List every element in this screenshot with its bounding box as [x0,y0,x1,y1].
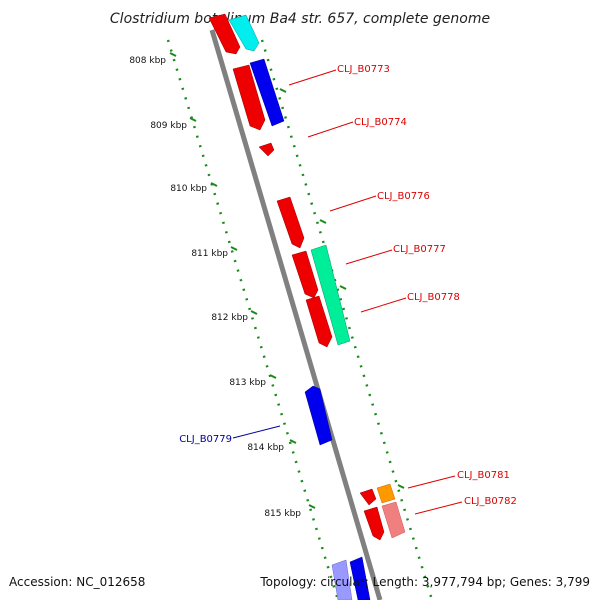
genome-backbone [209,29,383,600]
genes-forward-strand [228,14,406,600]
gene-label-clj-b0781[interactable]: CLJ_B0781 [457,470,510,481]
genome-summary-text: Topology: circular; Length: 3,977,794 bp… [259,575,590,589]
gene-label-clj-b0782[interactable]: CLJ_B0782 [464,496,517,507]
kbp-label: 809 kbp [150,121,187,131]
gene-arrow[interactable] [331,559,353,600]
gene-arrow[interactable] [232,64,266,131]
gene-label-clj-b0779[interactable]: CLJ_B0779 [179,434,232,445]
gene-arrow[interactable] [249,58,285,127]
gene-arrow[interactable] [349,556,371,600]
callout-lines [232,69,463,515]
genes-reverse-strand [208,13,385,541]
kbp-label: 808 kbp [129,56,166,66]
gene-label-clj-b0777[interactable]: CLJ_B0777 [393,244,446,255]
gene-label-clj-b0774[interactable]: CLJ_B0774 [354,117,407,128]
gene-arrow[interactable] [304,385,333,446]
gene-label-clj-b0773[interactable]: CLJ_B0773 [337,64,390,75]
kbp-label: 812 kbp [211,313,248,323]
map-title: Clostridium botulinum Ba4 str. 657, comp… [110,11,490,27]
gene-arrow[interactable] [208,13,241,55]
kbp-label: 811 kbp [191,249,228,259]
gene-arrow[interactable] [291,250,319,299]
gene-arrow[interactable] [363,506,385,541]
gene-arrow[interactable] [276,196,305,249]
gene-arrow[interactable] [305,295,333,348]
gene-arrow[interactable] [381,501,406,539]
kbp-label: 813 kbp [229,378,266,388]
kbp-label: 815 kbp [264,509,301,519]
accession-text: Accession: NC_012658 [9,575,145,589]
gene-label-clj-b0776[interactable]: CLJ_B0776 [377,191,430,202]
gene-arrow[interactable] [359,488,377,506]
gene-arrow[interactable] [228,14,260,52]
kbp-label: 814 kbp [247,443,284,453]
gene-arrow[interactable] [310,244,351,346]
gene-label-clj-b0778[interactable]: CLJ_B0778 [407,292,460,303]
gene-arrow[interactable] [376,483,396,504]
inner-major-ticks [169,52,316,509]
kbp-label: 810 kbp [170,184,207,194]
outer-major-ticks [279,88,405,489]
gene-arrow[interactable] [258,142,275,157]
